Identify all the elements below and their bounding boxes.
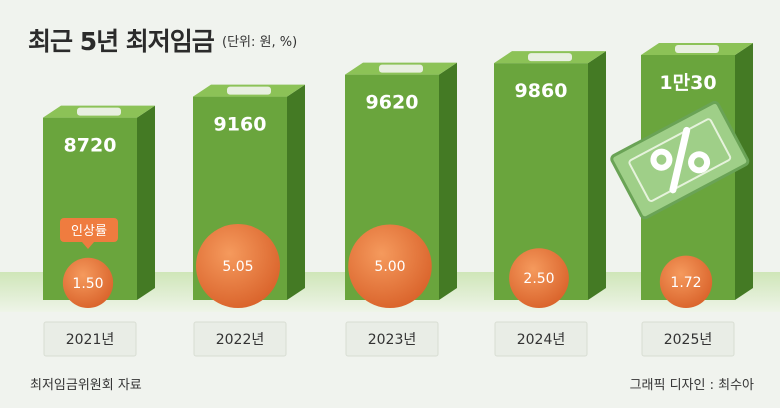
bar-group-2: 9160 5.05 2022년 (193, 84, 305, 357)
bar-side (588, 51, 606, 300)
rate-label: 5.00 (374, 259, 405, 275)
value-label: 9620 (366, 92, 419, 114)
badge-pointer (82, 242, 94, 249)
year-label: 2024년 (517, 332, 566, 348)
rate-circle (196, 224, 280, 308)
money-icon (610, 100, 750, 220)
bar-side (287, 84, 305, 300)
slot-decor (227, 86, 271, 95)
bar-side (439, 62, 457, 301)
year-box (193, 321, 287, 357)
year-label: 2021년 (66, 332, 115, 348)
bar-group-4: 9860 2.50 2024년 (494, 51, 606, 357)
bar-side (137, 105, 155, 300)
slot-decor (675, 45, 719, 53)
rate-circle (62, 257, 114, 308)
value-label: 9860 (515, 80, 568, 102)
rate-circle (659, 255, 713, 308)
value-label: 8720 (64, 135, 117, 157)
year-label: 2022년 (216, 332, 265, 348)
year-box (43, 321, 137, 357)
slot-decor (379, 64, 423, 73)
source-note: 최저임금위원회 자료 (30, 378, 142, 393)
bar-group-1: 8720 1.50 2021년 인상률 (43, 105, 155, 357)
rate-circle (348, 224, 432, 308)
year-box (345, 321, 439, 357)
rate-badge (60, 218, 118, 242)
year-label: 2025년 (664, 332, 713, 348)
rate-label: 1.50 (72, 276, 103, 292)
unit-note: (단위: 원, %) (222, 35, 298, 50)
rate-label: 2.50 (523, 271, 554, 287)
slot-decor (77, 107, 121, 116)
bar-group-5: 1만30 1.72 2025년 (610, 43, 753, 357)
year-box (494, 321, 588, 357)
bar-group-3: 9620 5.00 2023년 (345, 62, 457, 357)
rate-circle (509, 248, 569, 308)
credit-note: 그래픽 디자인 : 최수아 (629, 378, 754, 393)
value-label: 1만30 (659, 72, 716, 94)
rate-label: 1.72 (670, 275, 701, 291)
value-label: 9160 (214, 114, 267, 136)
chart-title: 최근 5년 최저임금 (28, 27, 215, 56)
slot-decor (528, 53, 572, 62)
year-box (641, 321, 735, 357)
rate-badge-label: 인상률 (71, 224, 107, 239)
year-label: 2023년 (368, 332, 417, 348)
rate-label: 5.05 (222, 259, 253, 275)
bar-side (735, 43, 753, 300)
